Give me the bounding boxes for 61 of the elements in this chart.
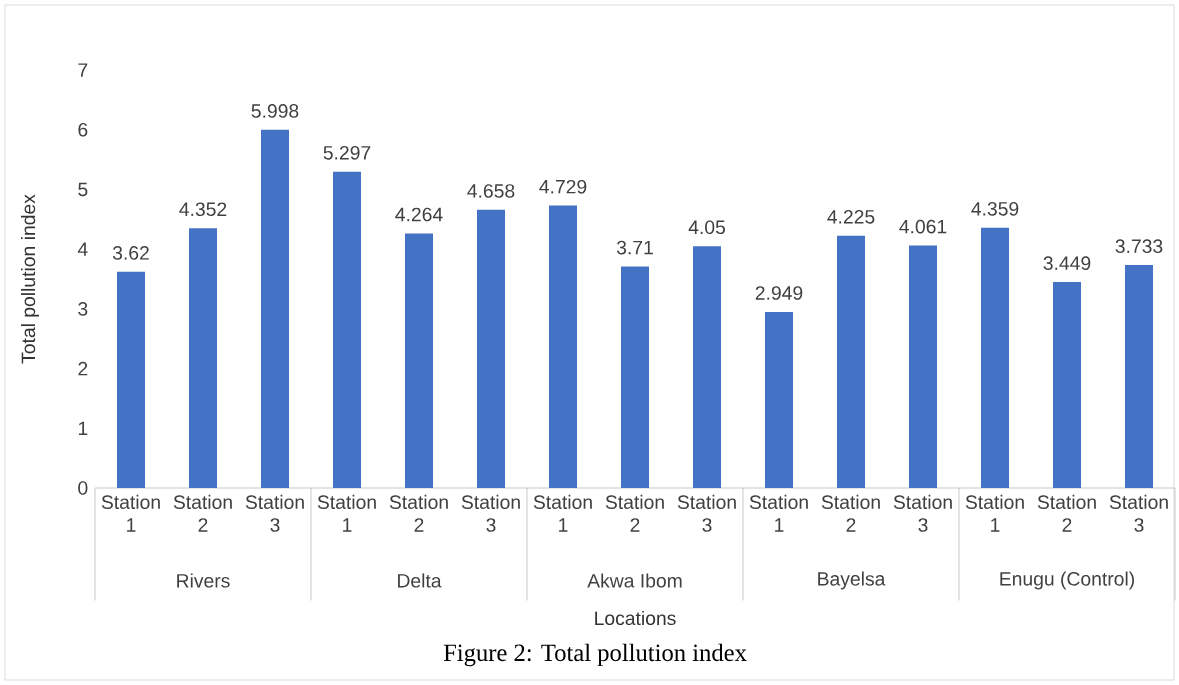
text: Figure 2: Total pollution index <box>443 643 747 667</box>
y-tick-label: 1 <box>78 421 88 435</box>
x-tick-label: Station 1 <box>749 494 808 532</box>
data-label: 4.658 <box>467 184 515 198</box>
y-tick-label: 3 <box>78 302 88 316</box>
x-axis-title: Locations <box>595 610 676 626</box>
bar <box>765 311 794 488</box>
bar <box>261 129 289 488</box>
x-tick-label: Station 1 <box>317 494 376 532</box>
data-label: 4.225 <box>827 209 875 224</box>
bar <box>333 171 362 488</box>
bar <box>837 235 866 488</box>
data-label: 4.352 <box>179 202 227 217</box>
text: Delta <box>398 573 442 588</box>
y-tick-label: 2 <box>78 361 88 376</box>
bar <box>1053 282 1082 488</box>
bar <box>1125 265 1154 488</box>
bar <box>981 227 1010 488</box>
y-tick-label: 7 <box>78 63 88 77</box>
x-tick-label: Station 2 <box>1037 494 1096 532</box>
x-tick-label: Station 2 <box>389 494 448 532</box>
data-label: 3.733 <box>1115 239 1163 254</box>
bar <box>477 209 506 488</box>
x-tick-label: Station 2 <box>173 494 232 532</box>
data-label: 4.061 <box>899 219 947 234</box>
y-tick-label: 4 <box>77 242 88 256</box>
text: Rivers <box>177 573 230 588</box>
x-tick-label: Station 1 <box>101 494 160 532</box>
data-label: 4.729 <box>539 179 587 194</box>
bar <box>909 245 938 488</box>
x-tick-label: Station 3 <box>677 494 736 532</box>
x-tick-label: Station 1 <box>965 494 1024 532</box>
x-tick-label: Station 3 <box>1109 494 1168 532</box>
data-label: 3.449 <box>1043 256 1091 270</box>
y-tick-label: 6 <box>78 122 88 137</box>
y-axis-title: Total pollution index <box>21 194 39 364</box>
text: Enugu (Control) <box>1000 571 1134 590</box>
data-label: 5.998 <box>251 104 299 118</box>
bar <box>621 266 650 488</box>
data-label: 4.359 <box>971 201 1019 216</box>
data-label: 3.62 <box>112 246 149 260</box>
y-tick-label: 5 <box>78 182 88 197</box>
y-tick-label: 0 <box>78 481 88 495</box>
bar <box>189 228 217 488</box>
x-tick-label: Station 1 <box>533 494 592 532</box>
x-tick-label: Station 3 <box>893 494 952 532</box>
data-label: 5.297 <box>323 145 371 160</box>
bar <box>549 205 577 488</box>
x-tick-label: Station 2 <box>821 494 880 532</box>
x-tick-label: Station 3 <box>461 494 520 532</box>
data-label: 3.71 <box>616 240 653 255</box>
bar <box>117 271 146 488</box>
x-tick-label: Station 2 <box>605 494 664 532</box>
data-label: 4.264 <box>395 207 443 222</box>
text: Akwa Ibom <box>587 573 682 588</box>
x-tick-label: Station 3 <box>245 494 304 532</box>
bar <box>405 233 434 488</box>
bar <box>693 246 722 488</box>
data-label: 2.949 <box>755 286 803 300</box>
text: Bayelsa <box>818 571 886 590</box>
data-label: 4.05 <box>688 220 725 235</box>
